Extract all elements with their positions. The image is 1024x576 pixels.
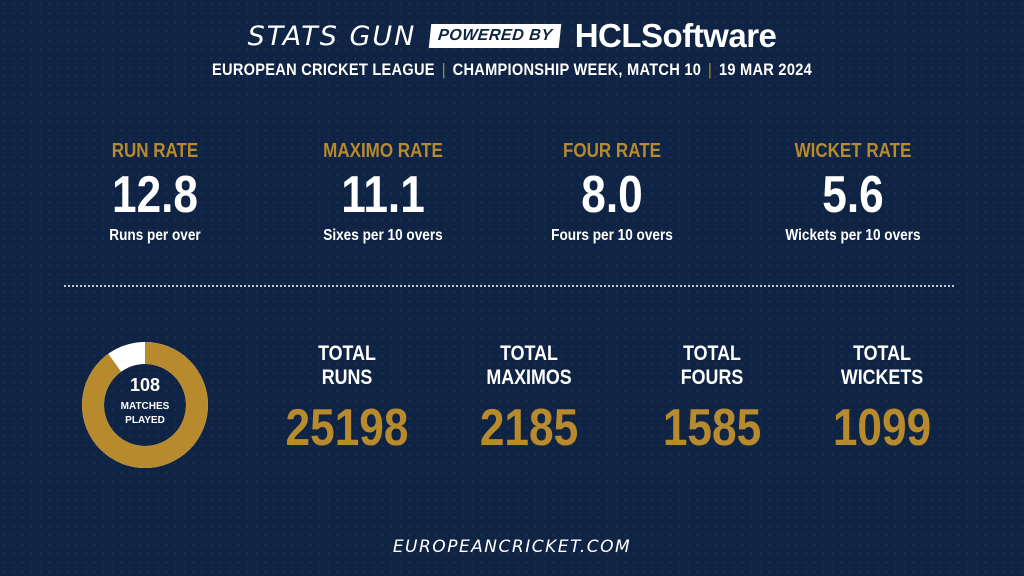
total-maximos-stat: TOTAL MAXIMOS 2185 bbox=[444, 342, 614, 456]
matches-label-line2: PLAYED bbox=[125, 415, 165, 426]
header: STATS GUN POWERED BY HCLSoftware EUROPEA… bbox=[0, 14, 1024, 80]
stat-label: RUN RATE bbox=[111, 140, 199, 162]
total-wickets-stat: TOTAL WICKETS 1099 bbox=[797, 342, 967, 456]
website-footer: EUROPEANCRICKET.COM bbox=[392, 537, 632, 557]
stat-label: WICKET RATE bbox=[794, 140, 912, 162]
brand-row: STATS GUN POWERED BY HCLSoftware bbox=[0, 14, 1024, 58]
stat-value: 11.1 bbox=[341, 166, 425, 224]
stat-value: 5.6 bbox=[822, 166, 884, 224]
subtitle-separator: | bbox=[708, 60, 713, 79]
powered-by-badge: POWERED BY bbox=[429, 24, 562, 48]
league-name: EUROPEAN CRICKET LEAGUE bbox=[211, 60, 435, 79]
total-label-line1: TOTAL bbox=[683, 342, 741, 365]
total-label-line1: TOTAL bbox=[318, 342, 376, 365]
total-label-line1: TOTAL bbox=[853, 342, 911, 365]
total-value: 1099 bbox=[832, 399, 932, 457]
total-label: TOTAL MAXIMOS bbox=[457, 342, 602, 390]
matches-label: MATCHES PLAYED bbox=[80, 400, 210, 428]
total-label: TOTAL FOURS bbox=[640, 342, 785, 390]
matches-label-line1: MATCHES bbox=[120, 401, 170, 412]
hcl-software-logo: HCLSoftware bbox=[574, 17, 777, 54]
matches-count: 108 bbox=[129, 375, 161, 395]
four-rate-stat: FOUR RATE 8.0 Fours per 10 overs bbox=[512, 140, 712, 245]
total-value: 2185 bbox=[479, 399, 579, 457]
stat-value: 8.0 bbox=[581, 166, 643, 224]
run-rate-stat: RUN RATE 12.8 Runs per over bbox=[55, 140, 255, 245]
stat-value: 12.8 bbox=[111, 166, 199, 224]
stat-label: FOUR RATE bbox=[563, 140, 661, 162]
total-label-line2: RUNS bbox=[321, 366, 373, 389]
maximo-rate-stat: MAXIMO RATE 11.1 Sixes per 10 overs bbox=[283, 140, 483, 245]
total-label: TOTAL RUNS bbox=[275, 342, 420, 390]
total-runs-stat: TOTAL RUNS 25198 bbox=[262, 342, 432, 456]
subtitle-separator: | bbox=[441, 60, 446, 79]
total-label-line2: FOURS bbox=[680, 366, 744, 389]
donut-progress-arc bbox=[82, 342, 208, 468]
matches-played-donut bbox=[82, 342, 208, 468]
total-label-line2: WICKETS bbox=[840, 366, 924, 389]
stats-gun-logo: STATS GUN bbox=[247, 20, 417, 52]
total-label: TOTAL WICKETS bbox=[810, 342, 955, 390]
event-date: 19 MAR 2024 bbox=[718, 60, 813, 79]
total-value: 1585 bbox=[662, 399, 762, 457]
stat-description: Fours per 10 overs bbox=[551, 227, 673, 244]
total-value: 25198 bbox=[285, 399, 409, 457]
stat-description: Sixes per 10 overs bbox=[323, 227, 443, 244]
stat-description: Wickets per 10 overs bbox=[785, 227, 921, 244]
event-name: CHAMPIONSHIP WEEK, MATCH 10 bbox=[452, 60, 702, 79]
matches-played-label: 108 MATCHES PLAYED bbox=[80, 375, 210, 428]
stat-label: MAXIMO RATE bbox=[323, 140, 443, 162]
wicket-rate-stat: WICKET RATE 5.6 Wickets per 10 overs bbox=[753, 140, 953, 245]
total-label-line2: MAXIMOS bbox=[486, 366, 572, 389]
rate-stats-row: RUN RATE 12.8 Runs per over MAXIMO RATE … bbox=[0, 140, 1024, 260]
total-fours-stat: TOTAL FOURS 1585 bbox=[627, 342, 797, 456]
total-label-line1: TOTAL bbox=[500, 342, 558, 365]
subtitle: EUROPEAN CRICKET LEAGUE | CHAMPIONSHIP W… bbox=[72, 60, 953, 80]
dotted-divider bbox=[64, 285, 954, 287]
stat-description: Runs per over bbox=[109, 227, 201, 244]
